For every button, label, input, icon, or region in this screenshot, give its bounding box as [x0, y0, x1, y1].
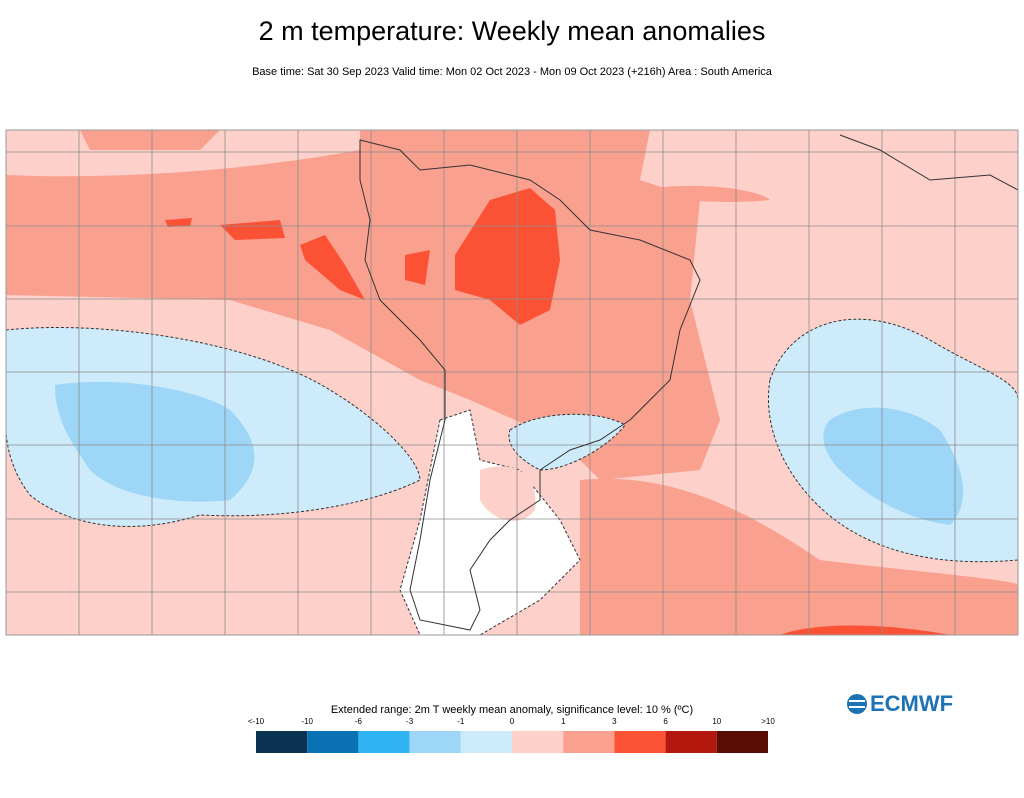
legend-swatch: [358, 731, 410, 753]
map: [5, 129, 1019, 636]
cool-area: [508, 413, 626, 471]
title: 2 m temperature: Weekly mean anomalies: [258, 16, 766, 46]
hot-area: [220, 220, 285, 240]
legend-swatch: [563, 731, 615, 753]
legend-label: 0: [510, 717, 515, 726]
logo-icon: [847, 694, 867, 714]
legend-label: <-10: [248, 717, 265, 726]
cold-area: [823, 407, 964, 525]
legend-swatch: [409, 731, 461, 753]
hot-area: [165, 218, 192, 227]
legend-label: 6: [663, 717, 668, 726]
legend-label: -3: [406, 717, 414, 726]
neutral-area: [399, 409, 581, 636]
logo-text: ECMWF: [870, 691, 953, 716]
legend-swatch: [460, 731, 512, 753]
legend-swatch: [512, 731, 564, 753]
hot-area: [405, 250, 430, 285]
warm-area: [80, 130, 220, 150]
subtitle: Base time: Sat 30 Sep 2023 Valid time: M…: [252, 66, 772, 78]
legend-swatch: [716, 731, 768, 753]
logo: ECMWF: [847, 691, 953, 716]
legend-swatch: [307, 731, 359, 753]
hot-area: [300, 235, 365, 300]
hot-area: [780, 625, 950, 635]
cold-area: [55, 381, 255, 502]
warm-patch: [480, 466, 536, 521]
legend-label: -6: [355, 717, 363, 726]
map-frame: [5, 129, 1019, 636]
legend-label: >10: [761, 717, 775, 726]
legend-label: 10: [712, 717, 721, 726]
colorbar: <-10 -10 -6 -3 -1 0 1 3 6 10 >10: [248, 717, 775, 753]
legend-label: 3: [612, 717, 617, 726]
legend-swatch: [614, 731, 666, 753]
logo-icon-lines: [849, 700, 865, 708]
legend-label: 1: [561, 717, 566, 726]
legend-swatch: [665, 731, 717, 753]
warm-area: [580, 478, 1018, 635]
legend-title: Extended range: 2m T weekly mean anomaly…: [331, 704, 693, 716]
coastline: [839, 134, 1019, 191]
legend-swatch: [256, 731, 308, 753]
hot-area: [455, 188, 560, 325]
graticule: [6, 130, 1018, 635]
coastline: [359, 139, 701, 631]
warm-area: [640, 185, 770, 202]
legend-label: -10: [301, 717, 313, 726]
legend-label: -1: [457, 717, 465, 726]
